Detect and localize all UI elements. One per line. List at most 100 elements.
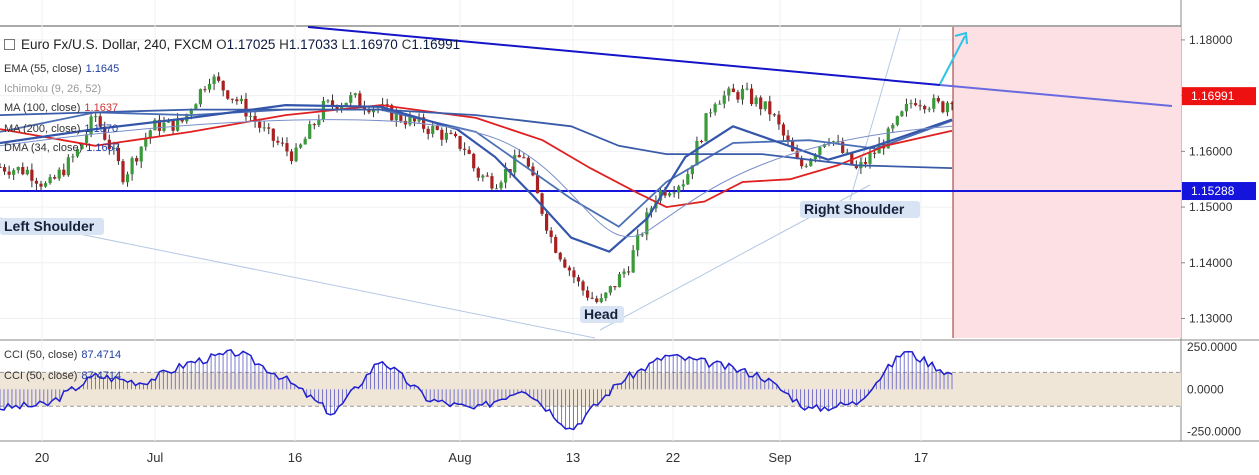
indicator-legend-dma[interactable]: DMA (34, close) 1.1657	[4, 141, 120, 155]
candle-body	[945, 102, 950, 113]
candle-body	[749, 88, 754, 105]
candle-body	[180, 118, 184, 122]
candle-body	[576, 277, 581, 282]
candle-body	[130, 158, 134, 175]
candle-body	[886, 128, 890, 149]
candle-body	[198, 89, 203, 105]
candle-body	[631, 250, 635, 273]
price-tick-label: 1.18000	[1189, 33, 1233, 47]
time-tick-label: Sep	[768, 450, 791, 465]
candle-body	[768, 101, 772, 115]
candle-body	[599, 298, 603, 302]
checkbox-icon[interactable]	[4, 39, 15, 50]
candle-body	[909, 103, 913, 105]
candle-body	[116, 147, 121, 162]
cci-value: 87.4714	[81, 370, 122, 382]
candle-body	[585, 290, 590, 298]
candle-body	[21, 166, 25, 175]
pattern-annotation-label: Left Shoulder	[4, 218, 95, 234]
candle-body	[235, 99, 239, 102]
candle-body	[472, 153, 476, 169]
candle-body	[740, 88, 745, 100]
candle-body	[399, 112, 403, 121]
candle-body	[139, 146, 143, 162]
cci-tick-label: 250.0000	[1187, 340, 1237, 354]
candle-body	[927, 108, 931, 110]
candle-body	[226, 90, 230, 99]
candle-body	[504, 169, 508, 183]
candle-body	[62, 169, 66, 176]
indicator-label: MA (100, close)	[4, 102, 81, 114]
candle-body	[312, 124, 316, 126]
candle-body	[617, 274, 622, 288]
candle-body	[636, 234, 640, 251]
candle-body	[626, 271, 631, 273]
cci-legend-1[interactable]: CCI (50, close) 87.4714	[4, 348, 121, 362]
candle-body	[53, 177, 57, 179]
candle-body	[932, 97, 936, 109]
time-tick-label: 17	[914, 450, 928, 465]
indicator-label: DMA (34, close)	[4, 142, 83, 154]
candle-body	[435, 126, 439, 130]
candle-body	[367, 108, 371, 113]
candle-body	[522, 157, 526, 159]
candle-body	[121, 161, 125, 183]
candle-body	[239, 98, 244, 102]
cci-band	[0, 372, 1181, 407]
indicator-legend-ma200[interactable]: MA (200, close) 1.1570	[4, 122, 118, 136]
candle-body	[340, 105, 344, 110]
indicator-legend-ichimoku[interactable]: Ichimoku (9, 26, 52)	[4, 82, 101, 96]
price-tick-label: 1.16000	[1189, 144, 1233, 158]
high-value: 1.17033	[288, 37, 338, 52]
candle-body	[194, 104, 198, 111]
pattern-annotation-box	[580, 306, 624, 323]
candle-body	[463, 148, 467, 150]
candle-body	[863, 161, 868, 164]
candle-body	[535, 175, 540, 194]
candle-body	[148, 130, 152, 139]
candle-body	[299, 144, 303, 148]
candle-body	[7, 171, 11, 175]
candle-body	[98, 116, 102, 127]
candle-body	[39, 183, 43, 187]
candle-body	[353, 93, 357, 96]
price-axis-label	[1182, 87, 1256, 106]
candle-body	[276, 140, 280, 143]
candle-body	[754, 97, 758, 105]
candle-body	[818, 146, 822, 155]
time-tick-label: Jul	[147, 450, 164, 465]
candle-body	[16, 166, 20, 171]
candle-body	[595, 298, 599, 302]
candle-body	[795, 151, 799, 159]
candle-body	[371, 109, 376, 113]
candle-body	[941, 101, 945, 113]
candle-body	[84, 134, 89, 143]
indicator-legend-ma100[interactable]: MA (100, close) 1.1637	[4, 101, 118, 115]
pattern-annotation-label: Head	[584, 306, 618, 322]
resistance-line-extension	[939, 84, 1173, 107]
candle-body	[722, 95, 726, 104]
time-tick-label: 16	[288, 450, 302, 465]
candle-body	[207, 83, 212, 90]
candle-body	[831, 141, 836, 143]
indicator-legend-ema[interactable]: EMA (55, close) 1.1645	[4, 62, 119, 76]
candle-body	[813, 154, 817, 160]
open-value: 1.17025	[226, 37, 276, 52]
open-label: O	[216, 37, 227, 52]
candle-body	[936, 97, 940, 102]
cci-legend-2[interactable]: CCI (50, close) 87.4714	[4, 369, 121, 383]
candle-body	[171, 119, 175, 131]
candle-body	[913, 103, 918, 106]
candle-body	[34, 180, 39, 184]
candle-body	[94, 116, 98, 118]
candle-body	[540, 193, 544, 214]
candle-body	[449, 132, 453, 134]
candle-body	[431, 126, 435, 134]
candle-body	[854, 164, 858, 169]
candle-body	[453, 133, 458, 137]
candle-body	[57, 169, 61, 179]
candle-body	[221, 80, 225, 91]
candle-body	[481, 175, 485, 178]
